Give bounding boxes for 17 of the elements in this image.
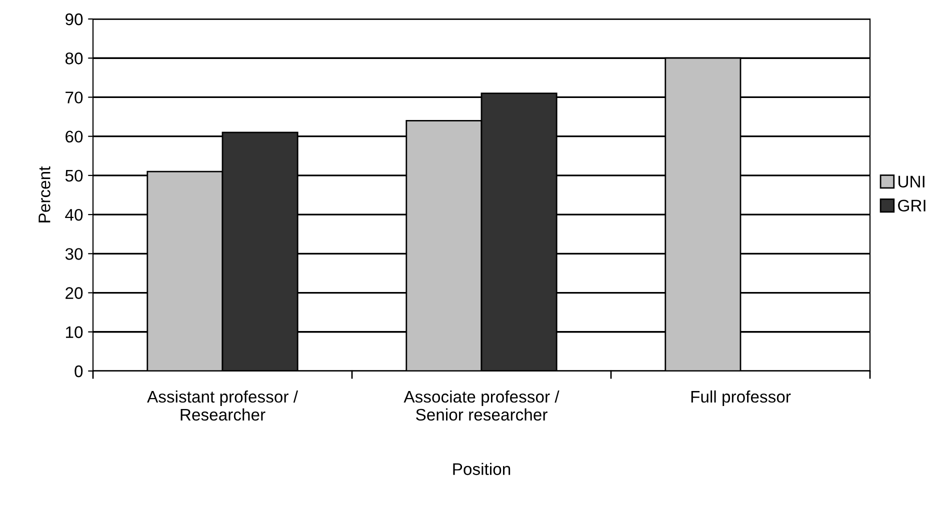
x-tick-label: Assistant professor / Researcher bbox=[147, 390, 298, 421]
x-tick-label: Associate professor / Senior researcher bbox=[404, 390, 560, 421]
y-axis-title: Percent bbox=[38, 166, 50, 222]
legend-label: GRI bbox=[898, 200, 926, 212]
y-tick-label: 10 bbox=[66, 326, 83, 338]
y-tick-label: 60 bbox=[66, 130, 83, 143]
y-tick-label: 0 bbox=[74, 365, 83, 378]
legend-label: UNI bbox=[898, 176, 924, 188]
x-axis-title: Position bbox=[453, 462, 510, 476]
y-tick-label: 30 bbox=[65, 248, 83, 260]
y-tick-label: 50 bbox=[65, 170, 83, 182]
y-tick-label: 40 bbox=[65, 208, 83, 221]
y-tick-label: 80 bbox=[65, 52, 83, 64]
x-tick-label: Full professor bbox=[691, 390, 791, 406]
y-tick-label: 20 bbox=[66, 287, 83, 299]
y-tick-label: 70 bbox=[66, 92, 83, 104]
y-tick-label: 90 bbox=[66, 13, 83, 26]
